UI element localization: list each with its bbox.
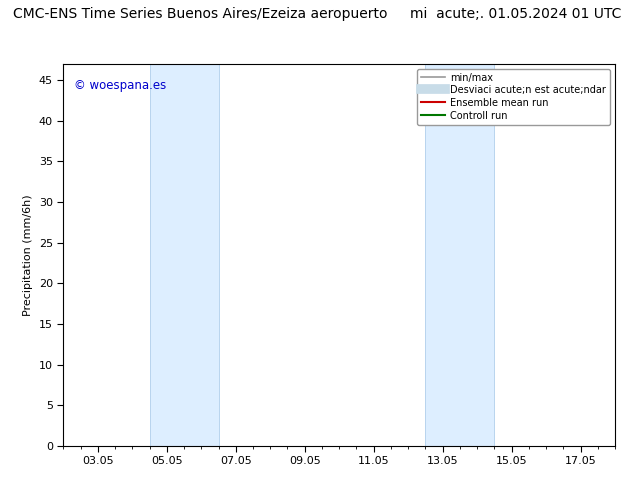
Text: © woespana.es: © woespana.es: [74, 79, 167, 92]
Legend: min/max, Desviaci acute;n est acute;ndar, Ensemble mean run, Controll run: min/max, Desviaci acute;n est acute;ndar…: [417, 69, 610, 124]
Text: CMC-ENS Time Series Buenos Aires/Ezeiza aeropuerto: CMC-ENS Time Series Buenos Aires/Ezeiza …: [13, 7, 387, 22]
Text: mi  acute;. 01.05.2024 01 UTC: mi acute;. 01.05.2024 01 UTC: [410, 7, 621, 22]
Bar: [150, 64, 219, 446]
Bar: [425, 64, 495, 446]
Y-axis label: Precipitation (mm/6h): Precipitation (mm/6h): [23, 194, 34, 316]
